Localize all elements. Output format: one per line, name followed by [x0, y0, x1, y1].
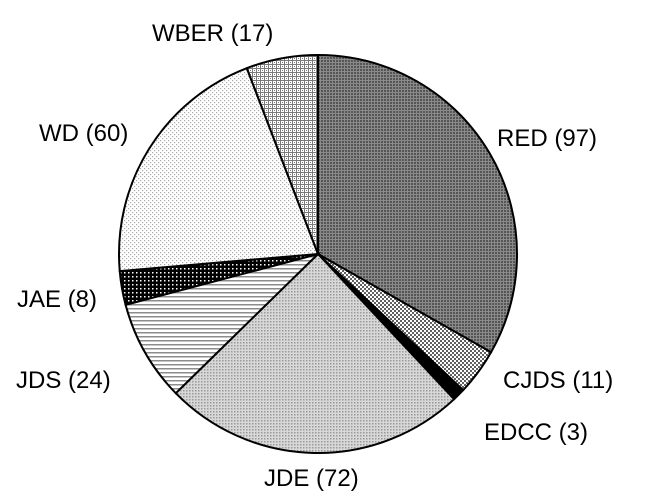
slice-label-wber: WBER (17): [152, 20, 273, 47]
slice-label-jde: JDE (72): [264, 465, 359, 492]
slice-label-edcc: EDCC (3): [484, 419, 588, 446]
pie-slices: [118, 53, 518, 454]
slice-label-cjds: CJDS (11): [503, 367, 613, 394]
slice-label-red: RED (97): [497, 125, 597, 152]
pie-slice-wd: [118, 66, 320, 273]
pie-slice-red: [317, 53, 518, 354]
pie-slice-jde: [174, 252, 456, 454]
pie-labels: RED (97) CJDS (11) EDCC (3) JDE (72) JDS (24…: [16, 20, 613, 492]
slice-label-wd: WD (60): [39, 120, 128, 147]
pie-slice-wber: [245, 53, 319, 255]
slice-label-jds: JDS (24): [16, 367, 111, 394]
pie-slice-jds: [124, 252, 322, 395]
slice-label-jae: JAE (8): [17, 286, 97, 313]
